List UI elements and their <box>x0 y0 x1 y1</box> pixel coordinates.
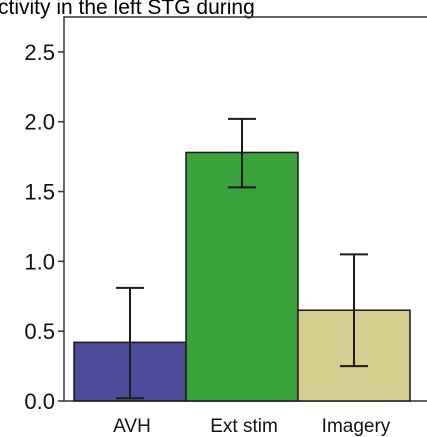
y-tick-label: 2.0 <box>24 110 55 135</box>
y-axis: 0.0 0.5 1.0 1.5 2.0 2.5 <box>24 40 64 414</box>
y-tick-label: 1.0 <box>24 249 55 274</box>
x-tick-label: Ext stim <box>210 416 278 437</box>
y-tick-label: 0.5 <box>24 319 55 344</box>
y-tick-label: 2.5 <box>24 40 55 65</box>
errorbars-layer <box>116 117 368 400</box>
chart-title: ctivity in the left STG during <box>0 0 255 19</box>
y-tick-label: 0.0 <box>24 389 55 414</box>
bar-ext-stim <box>185 151 299 402</box>
x-tick-label: Imagery <box>322 416 391 437</box>
y-tick-label: 1.5 <box>24 180 55 205</box>
bars-layer <box>73 151 411 402</box>
x-axis: AVH Ext stim Imagery <box>113 416 391 437</box>
x-tick-label: AVH <box>113 416 151 437</box>
